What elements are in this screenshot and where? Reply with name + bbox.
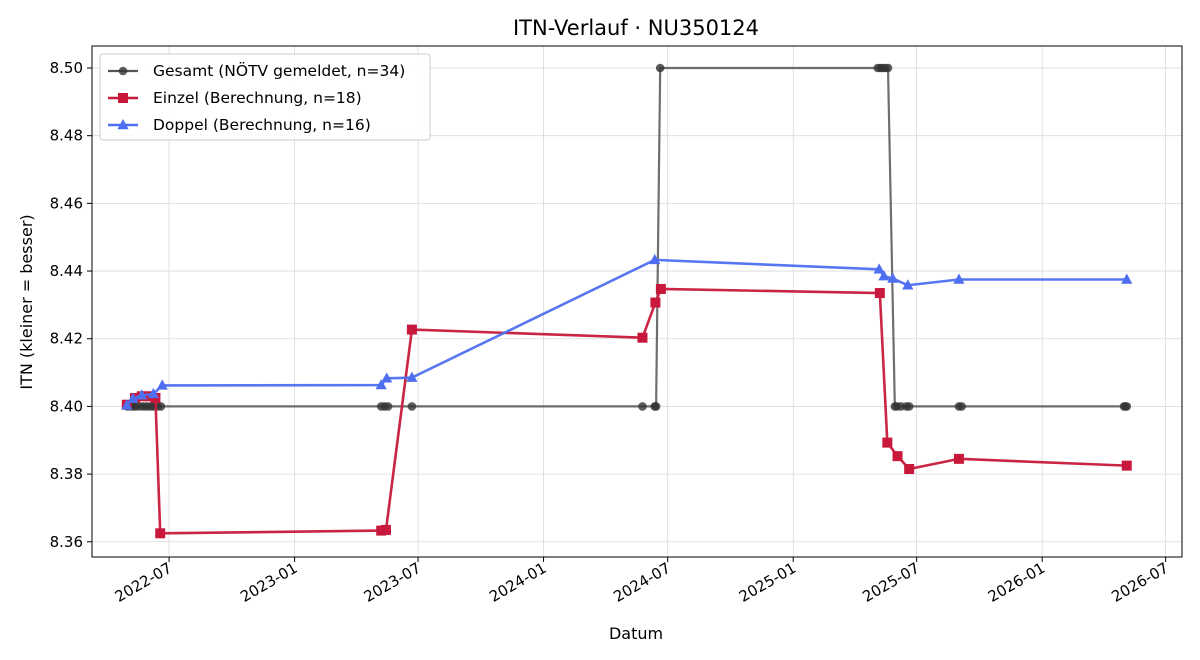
legend-item-einzel: Einzel (Berechnung, n=18) — [108, 89, 362, 107]
y-tick-label: 8.48 — [50, 127, 83, 145]
data-point-gesamt — [651, 402, 661, 411]
data-point-gesamt — [904, 402, 914, 411]
legend: Gesamt (NÖTV gemeldet, n=34) Einzel (Bere… — [99, 53, 431, 141]
data-point-gesamt — [383, 402, 393, 411]
data-point-gesamt — [883, 63, 893, 73]
data-point-doppel — [147, 387, 159, 399]
data-point-doppel — [953, 273, 965, 284]
data-point-doppel — [375, 379, 387, 390]
data-point-doppel — [127, 392, 139, 403]
data-point-doppel — [156, 379, 168, 390]
data-point-einzel — [904, 464, 915, 475]
data-point-doppel — [121, 399, 133, 410]
plot-frame — [91, 45, 1183, 558]
data-point-einzel — [655, 283, 666, 294]
y-tick-label: 8.36 — [50, 533, 83, 551]
data-point-einzel — [155, 528, 166, 539]
data-point-einzel — [953, 453, 964, 464]
y-axis-label: ITN (kleiner = besser) — [17, 214, 36, 389]
data-point-doppel — [381, 372, 393, 383]
data-point-gesamt — [957, 402, 966, 411]
data-point-doppel — [136, 389, 148, 400]
data-point-gesamt — [407, 402, 417, 411]
y-axis: 8.36 8.38 8.40 8.42 8.44 8.46 8.48 8.50 — [50, 59, 92, 551]
data-point-gesamt — [655, 63, 665, 73]
legend-label: Einzel (Berechnung, n=18) — [153, 89, 362, 107]
legend-label: Doppel (Berechnung, n=16) — [153, 116, 371, 134]
legend-label: Gesamt (NÖTV gemeldet, n=34) — [153, 61, 405, 80]
data-point-doppel — [873, 263, 885, 274]
y-tick-label: 8.50 — [50, 59, 83, 77]
legend-marker — [118, 93, 128, 103]
data-point-gesamt — [1122, 402, 1132, 411]
data-point-einzel — [406, 324, 417, 335]
data-point-doppel — [887, 272, 899, 283]
data-point-doppel — [649, 253, 661, 265]
y-tick-label: 8.38 — [50, 465, 83, 483]
chart-title: ITN-Verlauf · NU350124 — [513, 16, 759, 40]
legend-item-gesamt: Gesamt (NÖTV gemeldet, n=34) — [108, 61, 405, 80]
legend-item-doppel: Doppel (Berechnung, n=16) — [108, 116, 371, 134]
data-point-doppel — [1121, 273, 1133, 284]
series-layer — [121, 63, 1133, 539]
data-point-einzel — [882, 437, 893, 448]
legend-marker — [118, 66, 128, 76]
data-point-einzel — [650, 297, 661, 308]
legend-box — [99, 53, 431, 141]
data-point-einzel — [874, 288, 885, 299]
data-point-einzel — [892, 451, 903, 462]
data-point-einzel — [380, 524, 391, 535]
data-point-doppel — [902, 279, 914, 290]
data-point-doppel — [406, 371, 418, 382]
data-point-doppel — [878, 270, 890, 281]
data-point-einzel — [1121, 460, 1132, 471]
data-point-einzel — [637, 332, 648, 343]
legend-marker — [117, 119, 129, 130]
x-axis-label: Datum — [609, 624, 663, 643]
data-point-gesamt — [156, 402, 166, 411]
y-tick-label: 8.46 — [50, 194, 83, 212]
data-point-gesamt — [638, 402, 647, 411]
y-tick-label: 8.42 — [50, 330, 83, 348]
y-tick-label: 8.40 — [50, 397, 83, 415]
y-tick-label: 8.44 — [50, 262, 83, 280]
series-doppel — [121, 253, 1133, 410]
